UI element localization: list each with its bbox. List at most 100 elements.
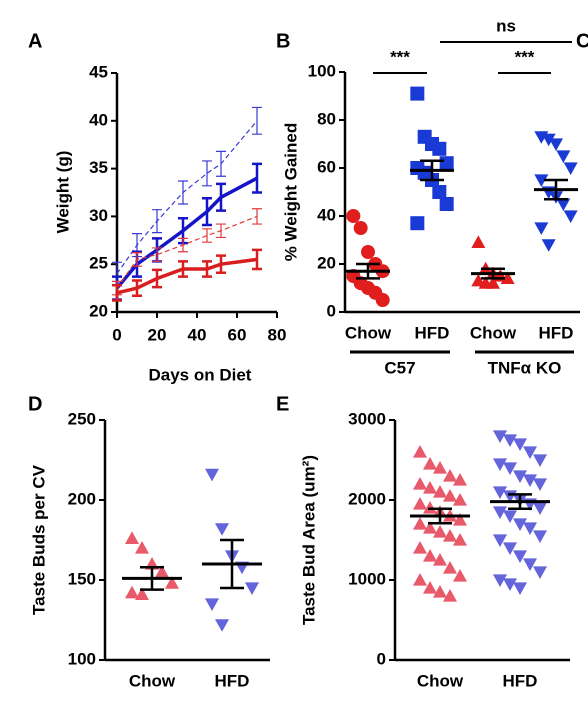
- x-tick-label: Chow: [129, 671, 176, 690]
- y-tick-label: 150: [68, 569, 96, 588]
- y-tick-label: 40: [89, 110, 108, 129]
- data-point: [423, 549, 437, 562]
- data-point: [493, 486, 507, 499]
- data-point: [423, 501, 437, 514]
- data-point: [523, 446, 537, 459]
- data-point: [423, 457, 437, 470]
- error-bar: [152, 268, 162, 289]
- data-point: [471, 235, 486, 248]
- data-point: [503, 578, 517, 591]
- data-point: [413, 497, 427, 510]
- data-point: [513, 550, 527, 563]
- y-tick-label: 35: [89, 158, 108, 177]
- x-tick-label: HFD: [415, 323, 450, 342]
- sem-bar: [356, 262, 380, 280]
- y-tick-label: 80: [317, 109, 336, 128]
- data-point: [534, 174, 549, 187]
- error-bar: [202, 228, 212, 243]
- data-point: [493, 506, 507, 519]
- data-point: [215, 523, 229, 536]
- data-point: [503, 434, 517, 447]
- y-tick-label: 100: [308, 61, 336, 80]
- data-point: [410, 216, 425, 231]
- data-point: [353, 221, 368, 235]
- data-point: [556, 150, 571, 163]
- data-point: [155, 565, 169, 578]
- data-point: [375, 293, 390, 307]
- data-point: [533, 454, 547, 467]
- error-bar: [252, 162, 262, 194]
- y-tick-label: 30: [89, 206, 108, 225]
- error-bar: [202, 160, 212, 187]
- error-bar: [152, 209, 162, 234]
- sem-bar: [481, 267, 505, 280]
- data-point: [423, 581, 437, 594]
- data-point: [346, 209, 361, 223]
- panel-letter: B: [276, 30, 290, 52]
- data-point: [513, 518, 527, 531]
- data-point: [453, 513, 467, 526]
- data-point: [433, 585, 447, 598]
- x-tick-label: 40: [188, 325, 207, 344]
- error-bar: [202, 196, 212, 227]
- data-point: [245, 582, 259, 595]
- y-axis-label: Taste Bud Area (um²): [299, 455, 318, 625]
- data-point: [513, 470, 527, 483]
- data-point: [205, 598, 219, 611]
- data-point: [433, 525, 447, 538]
- y-tick-label: 100: [68, 649, 96, 668]
- y-axis-label: % Weight Gained: [281, 123, 300, 262]
- panel-letter: A: [28, 30, 42, 52]
- data-point: [443, 529, 457, 542]
- significance-label: ***: [515, 47, 535, 66]
- error-bar: [178, 260, 188, 278]
- error-bar: [216, 223, 226, 239]
- error-bar: [216, 182, 226, 212]
- y-tick-label: 45: [89, 62, 108, 81]
- x-axis-label: Days on Diet: [149, 365, 252, 384]
- data-point: [563, 162, 578, 175]
- x-tick-label: HFD: [215, 671, 250, 690]
- data-point: [205, 468, 219, 482]
- data-point: [413, 477, 427, 490]
- data-point: [413, 573, 427, 586]
- sem-bar: [420, 159, 444, 182]
- data-point: [410, 86, 425, 101]
- y-tick-label: 0: [327, 301, 336, 320]
- y-tick-label: 20: [317, 253, 336, 272]
- y-tick-label: 2000: [348, 489, 386, 508]
- data-point: [413, 445, 427, 458]
- data-point: [556, 198, 571, 211]
- data-point: [439, 197, 454, 211]
- data-point: [433, 553, 447, 566]
- x-tick-label: HFD: [539, 323, 574, 342]
- data-point: [443, 489, 457, 502]
- error-bar: [178, 180, 188, 205]
- error-bar: [112, 283, 122, 302]
- error-bar: [252, 248, 262, 271]
- error-bar: [202, 260, 212, 278]
- data-point: [453, 569, 467, 582]
- data-point: [361, 245, 375, 259]
- data-point: [563, 210, 578, 223]
- data-point: [432, 141, 447, 156]
- y-axis-label: Weight (g): [53, 151, 72, 234]
- data-point: [443, 561, 457, 574]
- data-point: [533, 502, 547, 515]
- error-bar: [132, 279, 142, 297]
- error-bar: [252, 106, 262, 135]
- sem-bar: [508, 493, 532, 511]
- panel-letter: C: [576, 30, 588, 52]
- data-point: [513, 582, 527, 595]
- data-point: [135, 587, 149, 600]
- error-bar: [152, 247, 162, 262]
- y-axis-label: Taste Buds per CV: [29, 464, 48, 615]
- data-point: [493, 458, 507, 471]
- y-tick-label: 0: [377, 649, 386, 668]
- x-tick-label: Chow: [417, 671, 464, 690]
- data-point: [439, 156, 454, 171]
- data-point: [503, 510, 517, 523]
- y-tick-label: 1000: [348, 569, 386, 588]
- data-point: [215, 619, 229, 632]
